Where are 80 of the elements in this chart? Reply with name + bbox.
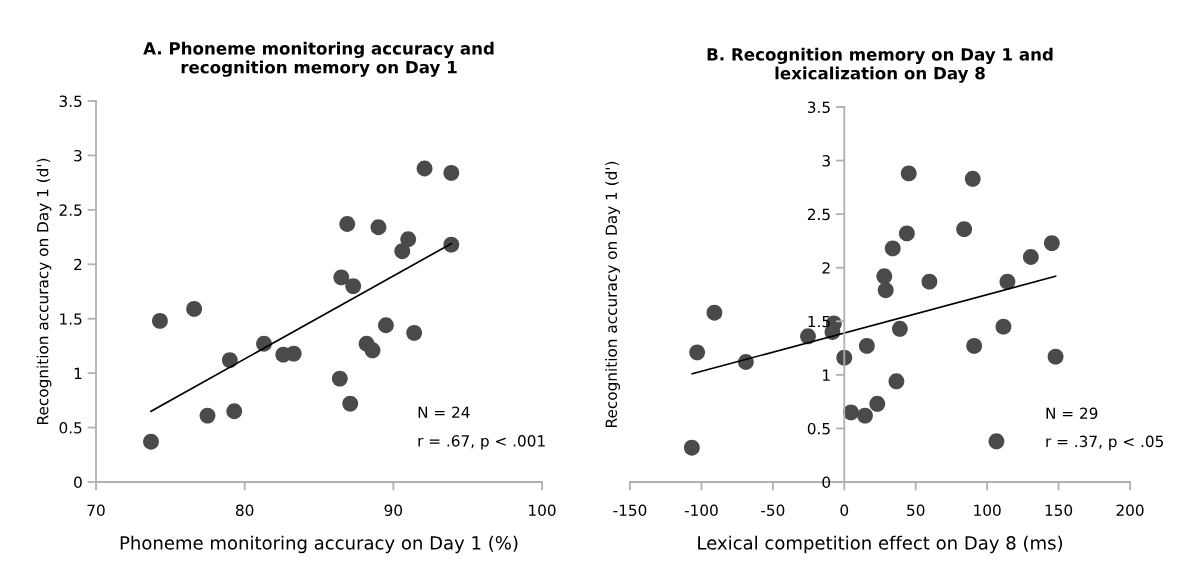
point [152, 312, 168, 329]
point [416, 160, 433, 177]
y-tick-label: 2.5 [807, 208, 830, 221]
point [364, 342, 381, 359]
point [900, 165, 917, 182]
point [857, 407, 873, 424]
y-tick-label: 3 [74, 149, 82, 162]
y-tick-label: 0.5 [59, 422, 82, 434]
y-tick-label: 3.5 [59, 95, 82, 108]
point [884, 240, 901, 257]
point [689, 344, 706, 361]
point [706, 304, 723, 321]
x-tick-label: 100 [529, 504, 556, 517]
y-tick-label: 1 [823, 369, 830, 381]
point [370, 219, 387, 236]
point [406, 324, 423, 341]
y-tick-label: 0 [74, 476, 82, 489]
x-axis-title: Phoneme monitoring accuracy on Day 1 (%) [120, 535, 518, 554]
x-tick-label: 0 [840, 504, 849, 517]
x-tick-label: 50 [907, 504, 925, 517]
x-tick-label: 90 [384, 504, 403, 517]
point [956, 221, 973, 238]
point [869, 395, 886, 412]
x-tick-label: 80 [235, 504, 254, 517]
point [221, 352, 238, 368]
point [143, 433, 159, 450]
point [995, 318, 1012, 335]
point [443, 164, 460, 181]
point [1022, 249, 1039, 265]
x-tick-label: 70 [87, 504, 105, 517]
point [394, 243, 411, 260]
point [333, 269, 350, 286]
x-tick-label: -150 [613, 504, 647, 517]
y-axis-title: Recognition accuracy on Day 1 (d') [605, 161, 620, 427]
x-tick-label: 150 [1045, 504, 1073, 517]
y-axis-title: Recognition accuracy on Day 1 (d') [36, 158, 52, 424]
point [400, 231, 417, 248]
x-axis-title: Lexical competition effect on Day 8 (ms) [698, 535, 1063, 554]
x-tick-label: -50 [761, 504, 785, 517]
point [342, 395, 359, 412]
point [921, 273, 938, 290]
point [888, 373, 905, 390]
annotation: r = .37, p < .05 [1046, 435, 1163, 451]
x-tick-label: 200 [1116, 504, 1144, 517]
point [964, 170, 981, 187]
point [891, 320, 908, 337]
y-tick-label: 1 [74, 367, 82, 379]
point [683, 439, 700, 456]
point [877, 282, 894, 299]
y-tick-label: 3 [822, 155, 830, 167]
x-tick-label: 100 [974, 504, 1001, 517]
chart-title: B. Recognition memory on Day 1 and lexicalization on Day 8 [707, 47, 1053, 83]
point [339, 216, 356, 232]
point [1043, 235, 1060, 251]
y-tick-label: 0 [822, 476, 831, 489]
y-tick-label: 1.5 [60, 313, 82, 325]
point [331, 370, 348, 387]
point [199, 407, 216, 424]
y-tick-label: 2.5 [59, 204, 82, 216]
point [800, 328, 816, 345]
x-tick-label: -100 [684, 504, 718, 517]
y-tick-label: 2 [822, 262, 830, 274]
point [186, 301, 203, 317]
annotation: N = 29 [1046, 407, 1098, 420]
point [898, 225, 915, 242]
chart-title: A. Phoneme monitoring accuracy and recognition memory on Day 1 [143, 41, 494, 77]
point [345, 278, 362, 294]
point [226, 403, 243, 420]
annotation: N = 24 [418, 406, 470, 418]
point [377, 317, 394, 334]
y-tick-label: 3.5 [807, 101, 830, 114]
annotation: r = .67, p < .001 [418, 435, 545, 450]
point [966, 338, 983, 354]
point [988, 433, 1005, 450]
y-tick-label: 0.5 [807, 422, 830, 435]
point [999, 273, 1016, 290]
point [1047, 348, 1064, 365]
y-tick-label: 2 [74, 258, 82, 271]
point [858, 338, 875, 354]
point [876, 268, 893, 285]
